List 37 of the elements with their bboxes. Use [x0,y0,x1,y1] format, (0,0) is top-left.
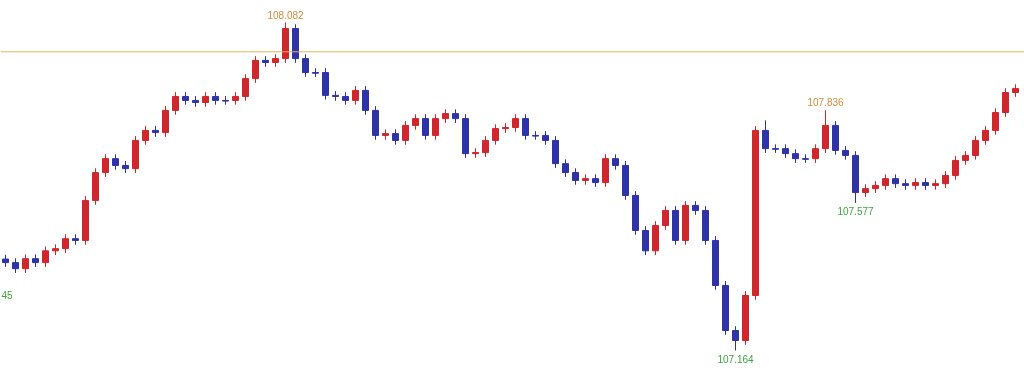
candlestick [432,113,439,141]
candlestick [22,253,29,274]
candlestick [1002,87,1009,118]
annotation: 107.164 [717,353,755,365]
candlestick [172,91,179,116]
candlestick [242,73,249,102]
candlestick [552,135,559,169]
annotation: 107.577 [837,205,875,217]
candlestick [62,233,69,254]
candlestick [422,113,429,141]
candlestick [162,105,169,138]
candlestick [602,153,609,188]
candlestick [302,53,309,78]
candlestick [732,325,739,351]
candlestick [762,119,769,154]
candlestick [402,120,409,146]
candlestick [482,135,489,158]
candlestick [952,155,959,181]
annotation: 107.836 [807,97,845,109]
candlestick [492,123,499,146]
candlestick [822,109,829,154]
candlestick [522,113,529,141]
candlestick [812,143,819,164]
candlestick [252,55,259,84]
candlestick [972,135,979,161]
candlestick [322,67,329,101]
candlestick [362,85,369,116]
annotation: 45 [1,289,14,301]
candlestick [642,225,649,256]
annotation: 108.082 [267,9,305,21]
candlestick [352,85,359,106]
candlestick [142,125,149,146]
candlestick [662,205,669,231]
candlestick [982,125,989,146]
candlestick [102,153,109,178]
candlestick [992,107,999,136]
candlestick [42,246,49,268]
